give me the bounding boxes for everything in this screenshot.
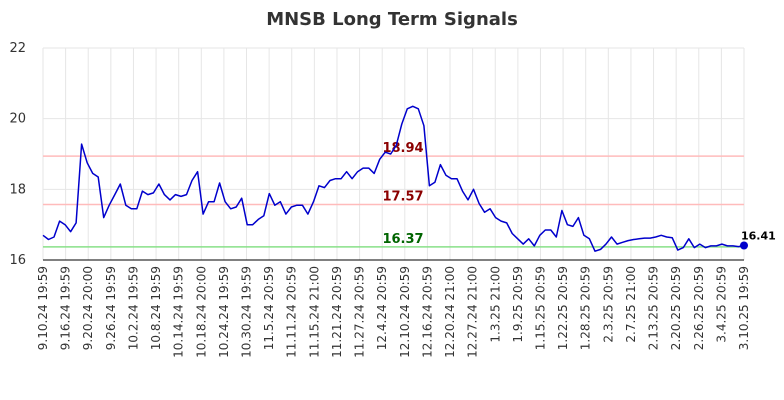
x-tick-label: 1.15.25 20:59 — [533, 266, 547, 350]
y-tick-label: 18 — [9, 182, 26, 197]
x-tick-label: 10.14.24 19:59 — [172, 266, 186, 358]
x-tick-label: 10.8.24 19:59 — [149, 266, 163, 350]
x-tick-label: 12.10.24 20:59 — [398, 266, 412, 358]
level-label: 16.37 — [382, 232, 423, 247]
x-tick-label: 11.15.24 21:00 — [307, 266, 321, 358]
chart-title: MNSB Long Term Signals — [266, 9, 518, 30]
x-tick-label: 2.13.25 20:59 — [647, 266, 661, 350]
y-tick-label: 22 — [9, 41, 26, 56]
x-axis-ticks: 9.10.24 19:59 9.16.24 19:59 9.20.24 20:00 9… — [36, 266, 751, 358]
x-tick-label: 3.4.25 20:59 — [714, 266, 728, 343]
x-tick-label: 9.20.24 20:00 — [81, 266, 95, 350]
last-value-label: 16.41 — [741, 230, 776, 243]
x-tick-label: 2.3.25 20:59 — [601, 266, 615, 343]
x-tick-label: 2.20.25 20:59 — [669, 266, 683, 350]
price-line — [42, 105, 745, 252]
x-tick-label: 10.18.24 20:00 — [194, 266, 208, 358]
x-tick-label: 11.11.24 20:59 — [285, 266, 299, 358]
x-tick-label: 9.10.24 19:59 — [36, 266, 50, 350]
x-tick-label: 11.5.24 20:59 — [262, 266, 276, 350]
level-label: 18.94 — [382, 141, 423, 156]
signal-levels: 18.94 17.57 16.37 — [43, 141, 744, 248]
x-tick-label: 10.24.24 19:59 — [217, 266, 231, 358]
x-tick-label: 12.16.24 20:59 — [420, 266, 434, 358]
x-tick-label: 12.20.24 21:00 — [443, 266, 457, 358]
x-tick-label: 10.2.24 19:59 — [126, 266, 140, 350]
y-tick-label: 20 — [9, 112, 26, 127]
x-tick-label: 11.21.24 20:59 — [330, 266, 344, 358]
x-tick-label: 12.4.24 20:59 — [375, 266, 389, 350]
y-axis-ticks: 16 18 20 22 — [9, 41, 26, 268]
x-tick-label: 1.22.25 20:59 — [556, 266, 570, 350]
x-tick-label: 3.10.25 19:59 — [737, 266, 751, 350]
x-tick-label: 1.9.25 20:59 — [511, 266, 525, 343]
level-label: 17.57 — [382, 190, 423, 205]
x-tick-label: 1.3.25 21:00 — [488, 266, 502, 343]
x-tick-label: 1.28.25 20:59 — [579, 266, 593, 350]
series-layer — [42, 105, 745, 252]
x-tick-label: 9.16.24 19:59 — [59, 266, 73, 350]
x-tick-label: 9.26.24 19:59 — [104, 266, 118, 350]
x-tick-label: 10.30.24 19:59 — [240, 266, 254, 358]
x-tick-label: 2.7.25 21:00 — [624, 266, 638, 343]
x-tick-label: 11.27.24 20:59 — [353, 266, 367, 358]
y-tick-label: 16 — [9, 253, 26, 268]
x-tick-label: 2.26.25 20:59 — [692, 266, 706, 350]
annotations: 16.41 — [740, 230, 776, 250]
x-tick-label: 12.27.24 21:00 — [466, 266, 480, 358]
last-value-dot — [740, 241, 748, 250]
